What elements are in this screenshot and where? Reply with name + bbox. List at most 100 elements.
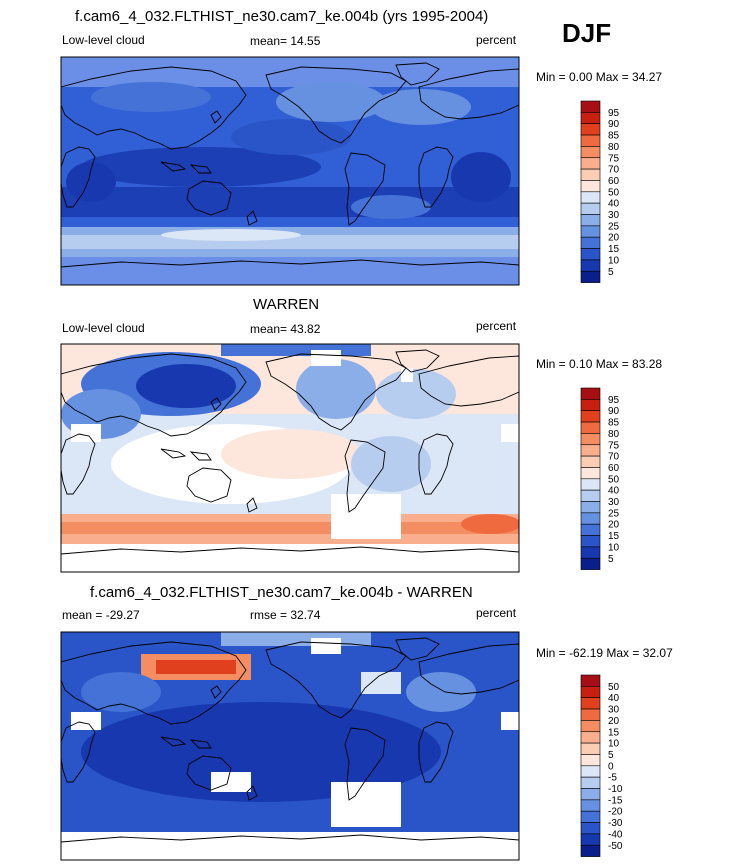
panel-2-colorbar-box — [580, 433, 601, 446]
panel-1-colorbar-box — [580, 225, 601, 238]
panel-2-colorbar-label: 10 — [608, 542, 620, 553]
panel-2-colorbar-label: 90 — [608, 406, 620, 417]
panel-2-colorbar-box — [580, 455, 601, 468]
panel-3-colorbar-label: -40 — [608, 829, 623, 840]
season-label: DJF — [562, 18, 612, 48]
panel-3-colorbar-box — [580, 822, 601, 835]
panel-2-colorbar-box — [580, 478, 601, 491]
panel-3-colorbar-box — [580, 754, 601, 767]
panel-2-colorbar-box — [580, 467, 601, 480]
panel-3-colorbar-label: 0 — [608, 761, 614, 772]
panel-1-colorbar-label: 95 — [608, 108, 620, 119]
panel-3-colorbar-label: -10 — [608, 784, 623, 795]
panel-3-colorbar-box — [580, 708, 601, 721]
panel-2-minmax: Min = 0.10 Max = 83.28 — [536, 357, 663, 371]
panel-2-colorbar-box — [580, 410, 601, 423]
panel-2-frame — [60, 343, 520, 573]
panel-1-colorbar-box — [580, 191, 601, 204]
panel-1-colorbar-label: 50 — [608, 187, 620, 198]
panel-1-colorbar-label: 85 — [608, 131, 620, 142]
panel-1-colorbar-label: 60 — [608, 176, 620, 187]
panel-1-colorbar-box — [580, 248, 601, 261]
panel-3-colorbar-label: 20 — [608, 716, 620, 727]
panel-2-variable: Low-level cloud — [62, 321, 145, 335]
panel-2-colorbar-box — [580, 523, 601, 536]
panel-1-colorbar-box — [580, 180, 601, 193]
panel-2-colorbar-label: 40 — [608, 486, 620, 497]
panel-3-colorbar-label: 50 — [608, 682, 620, 693]
panel-2-colorbar-label: 5 — [608, 554, 614, 565]
panel-3-colorbar-label: -20 — [608, 807, 623, 818]
panel-1-colorbar-box — [580, 157, 601, 170]
panel-2-colorbar-box — [580, 387, 601, 400]
panel-1-variable: Low-level cloud — [62, 33, 145, 47]
panel-1-colorbar-box — [580, 112, 601, 124]
panel-3-colorbar-label: 40 — [608, 693, 620, 704]
panel-2-colorbar-label: 75 — [608, 440, 620, 451]
panel-3-colorbar-box — [580, 810, 601, 823]
panel-1-colorbar-label: 75 — [608, 153, 620, 164]
panel-3-frame — [60, 631, 520, 861]
panel-3-colorbar-box — [580, 742, 601, 755]
panel-3-colorbar-label: 5 — [608, 750, 614, 761]
panel-1-colorbar-label: 90 — [608, 119, 620, 130]
panel-2-colorbar-box — [580, 489, 601, 502]
panel-3-colorbar-box — [580, 776, 601, 789]
panel-2-colorbar-label: 95 — [608, 395, 620, 406]
panel-3-colorbar-label: -5 — [608, 773, 617, 784]
panel-2-colorbar-label: 25 — [608, 508, 620, 519]
panel-2-colorbar-box — [580, 399, 601, 412]
panel-2-colorbar-box — [580, 501, 601, 514]
panel-3-colorbar-box — [580, 765, 601, 778]
panel-3-colorbar-box — [580, 844, 601, 857]
panel-3-colorbar-label: 15 — [608, 727, 620, 738]
panel-2-colorbar-box — [580, 535, 601, 548]
panel-3-colorbar-label: -15 — [608, 795, 623, 806]
panel-1-units: percent — [476, 33, 517, 47]
panel-2-colorbar-label: 20 — [608, 520, 620, 531]
panel-1-colorbar-label: 15 — [608, 244, 620, 255]
panel-1-minmax: Min = 0.00 Max = 34.27 — [536, 70, 663, 84]
panel-2-mean: mean= 43.82 — [250, 322, 321, 336]
panel-2-map — [61, 344, 519, 572]
panel-2-colorbar-label: 80 — [608, 429, 620, 440]
panel-1-colorbar-box — [580, 259, 601, 272]
panel-2-colorbar-label: 70 — [608, 452, 620, 463]
panel-1-colorbar-box — [580, 100, 601, 113]
panel-1-mean: mean= 14.55 — [250, 34, 321, 48]
panel-3-colorbar-box — [580, 799, 601, 812]
panel-2-colorbar-label: 85 — [608, 418, 620, 429]
panel-1-colorbar-box — [580, 270, 601, 283]
panel-3-units: percent — [476, 606, 517, 620]
panel-3-colorbar-box — [580, 697, 601, 710]
panel-3-minmax: Min = -62.19 Max = 32.07 — [536, 646, 673, 660]
panel-3-map — [61, 632, 519, 860]
panel-3-colorbar-box — [580, 833, 601, 846]
panel-3-colorbar-box — [580, 788, 601, 801]
panel-2-title: WARREN — [253, 296, 320, 313]
panel-2-colorbar-label: 60 — [608, 463, 620, 474]
panel-1-map — [61, 57, 519, 285]
panel-3-colorbar-label: 30 — [608, 705, 620, 716]
panel-3-colorbar-box — [580, 674, 601, 687]
panel-2-units: percent — [476, 319, 517, 333]
panel-3-rmse: rmse = 32.74 — [250, 608, 321, 622]
panel-1-colorbar-box — [580, 123, 601, 136]
panel-2-colorbar-label: 30 — [608, 497, 620, 508]
panel-3-title: f.cam6_4_032.FLTHIST_ne30.cam7_ke.004b -… — [90, 584, 473, 601]
panel-2-colorbar-label: 50 — [608, 474, 620, 485]
panel-1-colorbar-label: 80 — [608, 142, 620, 153]
panel-1-colorbar-box — [580, 236, 601, 249]
panel-2-colorbar-box — [580, 557, 601, 570]
panel-1-colorbar-box — [580, 146, 601, 159]
panel-2-colorbar-box — [580, 421, 601, 434]
panel-1-colorbar-label: 40 — [608, 199, 620, 210]
panel-3-mean: mean = -29.27 — [62, 608, 140, 622]
panel-1-colorbar-box — [580, 134, 601, 147]
panel-1-colorbar-label: 25 — [608, 221, 620, 232]
panel-1-title: f.cam6_4_032.FLTHIST_ne30.cam7_ke.004b (… — [75, 8, 489, 25]
panel-2-colorbar-box — [580, 512, 601, 525]
panel-3-colorbar-box — [580, 731, 601, 744]
panel-2-colorbar-box — [580, 546, 601, 559]
